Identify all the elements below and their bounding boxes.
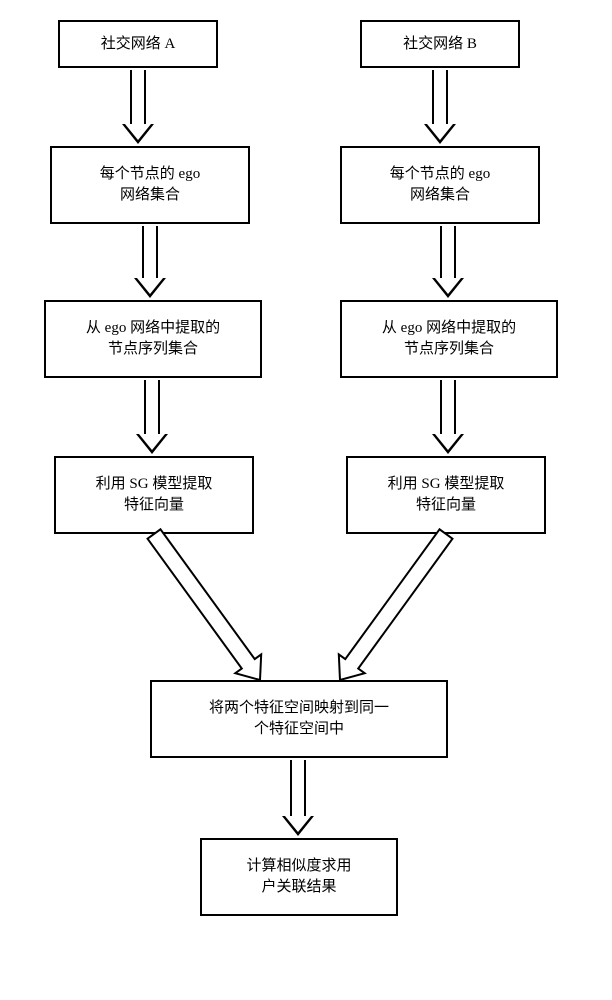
arrow-a3-a4 xyxy=(136,380,168,454)
node-b3: 从 ego 网络中提取的节点序列集合 xyxy=(340,300,558,378)
node-b2: 每个节点的 ego网络集合 xyxy=(340,146,540,224)
arrow-b2-b3 xyxy=(432,226,464,298)
node-a4: 利用 SG 模型提取特征向量 xyxy=(54,456,254,534)
node-b1: 社交网络 B xyxy=(360,20,520,68)
node-a1: 社交网络 A xyxy=(58,20,218,68)
flowchart-canvas: 社交网络 A 社交网络 B 每个节点的 ego网络集合 每个节点的 ego网络集… xyxy=(0,0,612,1000)
arrow-b3-b4 xyxy=(432,380,464,454)
arrow-c5-c6 xyxy=(282,760,314,836)
node-a3: 从 ego 网络中提取的节点序列集合 xyxy=(44,300,262,378)
arrow-a1-a2 xyxy=(122,70,154,144)
node-b4: 利用 SG 模型提取特征向量 xyxy=(346,456,546,534)
node-c6: 计算相似度求用户关联结果 xyxy=(200,838,398,916)
node-c5: 将两个特征空间映射到同一个特征空间中 xyxy=(150,680,448,758)
node-a2: 每个节点的 ego网络集合 xyxy=(50,146,250,224)
arrow-b1-b2 xyxy=(424,70,456,144)
arrow-a2-a3 xyxy=(134,226,166,298)
